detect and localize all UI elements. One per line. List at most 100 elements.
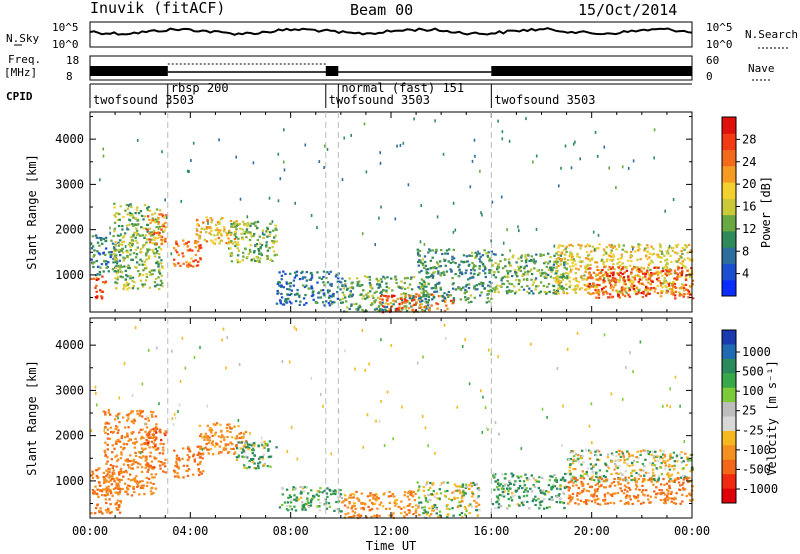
echo-cell-11 — [653, 490, 656, 493]
echo-cell-9 — [559, 485, 562, 488]
echo-cell-7 — [303, 303, 306, 306]
echo-cell-2 — [160, 274, 163, 277]
echo-cell-8 — [427, 299, 430, 302]
echo-cell-10 — [648, 450, 652, 453]
echo-cell-sparse — [443, 323, 446, 327]
echo-cell-10 — [462, 260, 465, 264]
echo-cell-8 — [460, 497, 464, 500]
echo-cell-7 — [348, 501, 351, 504]
echo-cell-1 — [145, 476, 148, 479]
echo-cell-11 — [663, 501, 666, 505]
echo-cell-2 — [149, 464, 152, 467]
echo-cell-13 — [587, 272, 591, 275]
echo-cell-2 — [129, 253, 132, 256]
echo-cell-12 — [574, 277, 578, 280]
echo-cell-12 — [560, 252, 563, 255]
echo-cell-6 — [338, 493, 341, 496]
echo-cell-0 — [95, 277, 99, 280]
echo-cell-10 — [483, 249, 486, 252]
echo-cell-sparse — [452, 201, 455, 205]
echo-cell-1 — [104, 411, 107, 414]
echo-cell-sparse — [494, 421, 497, 425]
echo-cell-13 — [661, 269, 665, 272]
echo-cell-sparse — [597, 233, 600, 237]
echo-cell-8 — [380, 278, 383, 281]
echo-cell-8 — [478, 509, 481, 512]
echo-cell-10 — [632, 459, 636, 462]
echo-cell-11 — [612, 502, 616, 505]
echo-cell-11 — [510, 283, 514, 286]
echo-cell-10 — [431, 266, 435, 269]
echo-cell-12 — [603, 250, 607, 253]
echo-cell-6 — [265, 230, 268, 233]
echo-cell-sparse — [558, 184, 560, 188]
echo-cell-10 — [667, 465, 671, 468]
echo-cell-sparse — [192, 141, 195, 145]
echo-cell-10 — [488, 257, 492, 260]
echo-cell-sparse — [341, 178, 344, 182]
echo-cell-11 — [543, 262, 546, 265]
echo-cell-12 — [638, 248, 641, 251]
echo-cell-6 — [293, 498, 296, 501]
echo-cell-6 — [295, 499, 298, 502]
time-axis-label: Time UT — [366, 539, 417, 553]
echo-cell-12 — [675, 245, 679, 248]
echo-cell-9 — [559, 497, 563, 500]
echo-cell-6 — [269, 231, 272, 234]
echo-cell-10 — [596, 449, 599, 452]
echo-cell-sparse — [95, 392, 97, 395]
echo-cell-7 — [295, 270, 299, 273]
echo-cell-3 — [164, 237, 167, 240]
echo-cell-8 — [476, 496, 479, 500]
echo-cell-7 — [375, 495, 379, 498]
echo-cell-12 — [661, 290, 665, 293]
echo-cell-9 — [385, 295, 388, 298]
echo-cell-2 — [137, 212, 141, 215]
echo-cell-6 — [317, 498, 320, 501]
echo-cell-12 — [672, 247, 675, 250]
echo-cell-8 — [446, 481, 449, 484]
echo-cell-12 — [609, 251, 613, 254]
echo-cell-10 — [685, 464, 688, 467]
echo-cell-6 — [259, 247, 262, 250]
echo-cell-1 — [139, 411, 142, 414]
echo-cell-8 — [456, 489, 459, 492]
echo-cell-7 — [336, 291, 339, 294]
echo-cell-11 — [575, 494, 579, 497]
echo-cell-9 — [443, 310, 447, 313]
echo-cell-3 — [192, 455, 195, 458]
echo-cell-sparse — [249, 432, 251, 435]
echo-cell-4 — [198, 424, 202, 427]
echo-cell-10 — [425, 290, 428, 293]
y-tick-label-3: 4000 — [55, 338, 84, 352]
echo-cell-12 — [605, 260, 608, 263]
echo-cell-sparse — [199, 345, 201, 349]
echo-cell-6 — [254, 224, 257, 227]
echo-cell-11 — [571, 496, 574, 499]
echo-cell-2 — [142, 244, 145, 247]
echo-cell-11 — [519, 269, 523, 273]
echo-cell-8 — [384, 308, 387, 311]
echo-cell-9 — [497, 498, 500, 501]
echo-cell-8 — [384, 309, 388, 313]
echo-cell-9 — [494, 507, 497, 510]
echo-cell-8 — [390, 277, 393, 280]
echo-cell-2 — [146, 223, 149, 226]
echo-cell-9 — [550, 496, 554, 499]
echo-cell-7 — [403, 506, 406, 509]
echo-cell-12 — [690, 249, 693, 252]
echo-cell-10 — [618, 465, 621, 468]
echo-cell-4 — [175, 242, 178, 245]
echo-cell-12 — [683, 264, 686, 267]
echo-cell-3 — [193, 460, 196, 463]
echo-cell-13 — [596, 273, 599, 277]
echo-cell-10 — [489, 285, 492, 288]
echo-cell-9 — [419, 306, 422, 309]
echo-cell-6 — [253, 250, 256, 253]
echo-cell-9 — [404, 294, 407, 297]
echo-cell-8 — [417, 504, 420, 507]
echo-cell-4 — [210, 441, 214, 445]
echo-cell-11 — [571, 492, 575, 496]
echo-cell-2 — [126, 228, 130, 231]
echo-cell-2 — [155, 208, 159, 211]
